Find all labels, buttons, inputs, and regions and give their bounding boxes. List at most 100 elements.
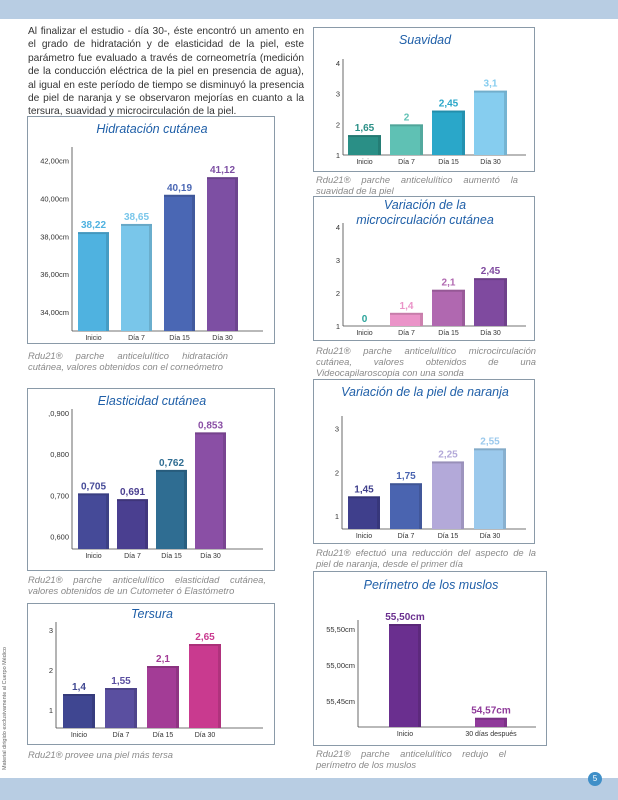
y-tick-label: 1: [336, 151, 340, 160]
y-tick-label: 3: [336, 256, 340, 265]
bar-shade: [223, 434, 226, 549]
bar-shade: [504, 280, 507, 326]
x-tick-label: Día 7: [398, 533, 415, 540]
bar-top: [474, 448, 506, 451]
bar: [390, 312, 423, 326]
bar-top: [348, 496, 380, 499]
y-tick-label: 40,00cm: [40, 194, 69, 203]
bar-shade: [462, 112, 465, 155]
y-tick-label: 4: [336, 59, 340, 68]
bar-top: [195, 432, 226, 435]
data-label: 0,762: [159, 458, 184, 469]
x-tick-label: Día 30: [480, 533, 501, 540]
bar-shade: [462, 291, 465, 326]
x-tick-label: Día 15: [438, 330, 459, 337]
chart-title: Hidratación cutánea: [96, 122, 207, 136]
x-tick-label: Día 7: [124, 553, 141, 560]
top-banner: [0, 0, 618, 19]
y-tick-label: 3: [336, 90, 340, 99]
caption-elasticidad: Rdu21® parche anticelulítico elasticidad…: [28, 574, 266, 596]
data-label: 0,691: [120, 487, 145, 498]
caption-hidratacion: Rdu21® parche anticelulítico hidratación…: [28, 350, 228, 372]
y-tick-label: 2: [336, 120, 340, 129]
data-label: 2,55: [480, 436, 500, 447]
caption-perimetro: Rdu21® parche anticelulítico redujo el p…: [316, 748, 506, 770]
chart-title: Perímetro de los muslos: [364, 578, 499, 592]
data-label: 2: [404, 112, 410, 123]
y-tick-label: 34,00cm: [40, 308, 69, 317]
x-tick-label: Día 30: [480, 330, 501, 337]
y-tick-label: ,0,900: [48, 409, 69, 418]
caption-suavidad: Rdu21® parche anticelulítico aumentó la …: [316, 174, 518, 196]
x-tick-label: Inicio: [356, 330, 372, 337]
y-tick-label: 38,00cm: [40, 232, 69, 241]
chart-tersura: Tersura 1 2 3 1,4 Inicio 1,55 Día 7 2,1 Día 15 2,6…: [27, 603, 275, 745]
bar-top: [156, 469, 187, 472]
x-tick-label: Día 15: [169, 335, 190, 342]
bar-top: [78, 493, 109, 496]
bar-shade: [461, 463, 464, 529]
chart-elasticidad: Elasticidad cutánea 0,600 0,700 0,800 ,0,900…: [27, 388, 275, 571]
bar-shade: [106, 495, 109, 549]
x-tick-label: Día 15: [161, 553, 182, 560]
bar-top: [389, 624, 421, 626]
y-tick-label: 2: [335, 468, 339, 477]
x-tick-label: Día 15: [438, 533, 459, 540]
bar-top: [474, 90, 507, 93]
bar-shade: [92, 696, 95, 728]
chart-svg-elasticidad: Elasticidad cutánea 0,600 0,700 0,800 ,0,900…: [48, 394, 263, 560]
data-label: 2,25: [438, 449, 458, 460]
x-tick-label: Día 7: [113, 732, 130, 739]
bottom-banner: [0, 778, 618, 800]
bar-shade: [134, 690, 137, 728]
bar: [105, 688, 137, 728]
x-tick-label: Día 15: [153, 732, 174, 739]
data-label: 3,1: [484, 79, 498, 90]
bar-shade: [145, 501, 148, 549]
bar-top: [390, 312, 423, 315]
data-label: 2,45: [481, 266, 501, 277]
bar-top: [207, 177, 238, 180]
data-label: 38,65: [124, 212, 149, 223]
y-tick-label: 0,600: [50, 533, 69, 542]
data-label: 38,22: [81, 220, 106, 231]
x-tick-label: Inicio: [356, 159, 372, 166]
data-label: 1,55: [111, 676, 131, 687]
data-label: 40,19: [167, 183, 192, 194]
x-tick-label: 30 días después: [465, 731, 517, 738]
y-tick-label: 0,700: [50, 491, 69, 500]
data-label: 2,1: [442, 278, 456, 289]
data-label: 2,65: [195, 632, 215, 643]
data-label: 1,45: [354, 484, 374, 495]
x-tick-label: Inicio: [356, 533, 372, 540]
bar-top: [189, 644, 221, 646]
x-tick-label: Día 7: [128, 335, 145, 342]
bar-top: [432, 461, 464, 464]
chart-title: Suavidad: [399, 33, 452, 47]
y-tick-label: 42,00cm: [40, 156, 69, 165]
y-tick-label: 3: [335, 425, 339, 434]
bar-top: [474, 278, 507, 281]
page-number: 5: [588, 772, 602, 786]
bar: [432, 289, 465, 326]
chart-title: Elasticidad cutánea: [98, 394, 206, 408]
chart-title: Tersura: [131, 607, 173, 621]
data-label: 2,1: [156, 654, 170, 665]
bar-shade: [192, 196, 195, 331]
data-label: 54,57cm: [471, 706, 511, 717]
bar: [474, 278, 507, 326]
bar: [348, 496, 380, 529]
chart-svg-hidratacion: Hidratación cutánea 34,00cm 36,00cm 38,00cm…: [40, 122, 263, 342]
chart-title: microcirculación cutánea: [356, 213, 494, 227]
data-label: 41,12: [210, 165, 235, 176]
chart-title: Variación de la: [384, 198, 466, 212]
bar-shade: [504, 92, 507, 155]
bar: [78, 493, 109, 549]
bar-shade: [235, 179, 238, 331]
x-tick-label: Inicio: [85, 553, 101, 560]
bar-top: [78, 232, 109, 235]
data-label: 1,4: [400, 301, 414, 312]
data-label: 1,65: [355, 123, 375, 134]
bar-top: [348, 135, 381, 138]
